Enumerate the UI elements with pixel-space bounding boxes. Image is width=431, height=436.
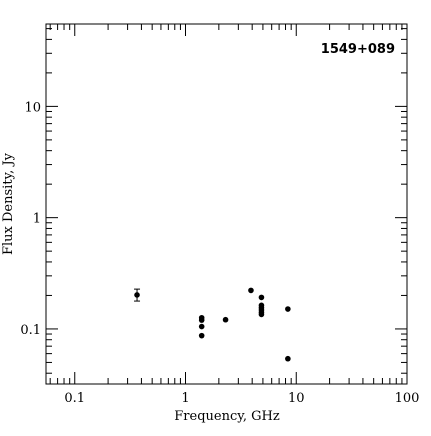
data-point — [248, 287, 254, 294]
data-point — [134, 292, 140, 298]
axis-ticks — [46, 24, 408, 384]
x-axis-title: Frequency, GHz — [174, 409, 280, 424]
y-tick-label: 10 — [24, 100, 41, 115]
x-tick-label: 1 — [181, 391, 189, 406]
data-point — [198, 332, 205, 339]
data-point — [285, 306, 291, 312]
plot-frame — [45, 23, 408, 385]
data-point — [285, 355, 291, 362]
data-point — [198, 317, 205, 323]
y-axis-title: Flux Density, Jy — [1, 152, 16, 255]
data-point — [198, 323, 205, 330]
data-points — [134, 287, 291, 362]
y-tick-label: 1 — [33, 212, 41, 227]
x-tick-label: 100 — [395, 391, 420, 406]
x-tick-label: 10 — [288, 391, 305, 406]
source-name-label: 1549+089 — [321, 42, 395, 57]
plot-frame-border — [45, 23, 408, 385]
data-point — [258, 294, 265, 301]
data-point — [258, 311, 265, 318]
data-point — [222, 316, 229, 323]
axis-tick-labels: 0.1 1 10 100 0.1 1 10 — [20, 100, 419, 406]
x-tick-label: 0.1 — [64, 391, 85, 406]
y-tick-label: 0.1 — [20, 323, 41, 338]
